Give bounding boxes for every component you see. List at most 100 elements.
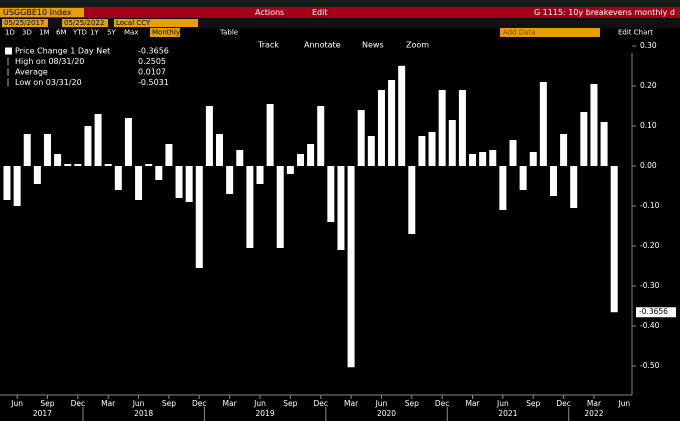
bar [367, 136, 375, 166]
x-tick-label: Mar [587, 399, 602, 408]
actions[interactable]: Actions [255, 8, 284, 17]
edit[interactable]: Edit [312, 8, 328, 17]
bar [13, 166, 21, 206]
tool[interactable]: Zoom [406, 41, 429, 50]
x-tick-label: Jun [617, 399, 630, 408]
bar [590, 84, 598, 166]
range-button[interactable]: 5Y [107, 29, 116, 37]
bar [448, 120, 456, 166]
start-date[interactable]: 05/25/2017 [4, 19, 44, 27]
chart-title: G 1115: 10y breakevens monthly d [534, 8, 675, 17]
bar [226, 166, 234, 194]
bar [145, 164, 153, 166]
bar [165, 144, 173, 166]
range-button[interactable]: 6M [56, 29, 67, 37]
x-tick-label: Dec [313, 399, 328, 408]
start-box[interactable] [2, 19, 48, 27]
bar [276, 166, 284, 248]
bar [357, 110, 365, 166]
bar [570, 166, 578, 208]
command-bar [0, 7, 680, 18]
bar [64, 164, 72, 166]
bar [236, 150, 244, 166]
y-tick-label: -0.10 [640, 201, 660, 210]
y-tick-label: -0.30 [640, 281, 660, 290]
security[interactable]: USGGBE10 Index [3, 8, 72, 17]
bar [23, 134, 31, 166]
period-box[interactable] [150, 28, 180, 37]
bar [337, 166, 345, 250]
bar [489, 150, 497, 166]
x-tick-label: Jun [375, 399, 388, 408]
y-tick-label: 0.20 [640, 81, 657, 90]
bar [135, 166, 143, 200]
bar [560, 134, 568, 166]
end-box[interactable] [62, 19, 108, 27]
range-button[interactable]: 3D [22, 29, 32, 37]
end-date[interactable]: 05/25/2022 [64, 19, 104, 27]
bar [398, 65, 406, 166]
bar [610, 166, 618, 313]
x-tick-label: Jun [253, 399, 266, 408]
x-tick-label: Mar [223, 399, 238, 408]
bar [185, 166, 193, 202]
add-data-box[interactable] [500, 28, 600, 37]
bar [458, 90, 466, 166]
bar [317, 106, 325, 166]
bar [104, 164, 112, 166]
add-data[interactable]: Add Data [503, 29, 536, 37]
bar [438, 90, 446, 166]
x-tick-label: Dec [435, 399, 450, 408]
bar [469, 154, 477, 166]
date-bar [0, 18, 680, 28]
legend-label: Average [15, 68, 48, 77]
bar [286, 166, 294, 174]
bar [124, 118, 132, 166]
table[interactable]: Table [219, 29, 238, 37]
x-tick-label: Dec [556, 399, 571, 408]
tool[interactable]: News [362, 41, 384, 50]
top-strip [0, 0, 680, 7]
x-tick-label: Mar [465, 399, 480, 408]
bar [418, 136, 426, 166]
x-tick-label: Mar [101, 399, 116, 408]
bar [54, 154, 62, 166]
y-tick-label: -0.20 [640, 241, 660, 250]
bar [519, 166, 527, 190]
range-button[interactable]: Max [124, 29, 138, 37]
period[interactable]: Monthly [152, 29, 180, 37]
y-tick-label: 0.30 [640, 41, 657, 50]
year-label: 2021 [498, 409, 517, 418]
bar [327, 166, 335, 222]
bar [195, 166, 203, 268]
edit-chart[interactable]: Edit Chart [618, 29, 653, 37]
x-tick-label: Mar [344, 399, 359, 408]
range-button[interactable]: YTD [72, 29, 87, 37]
legend-label: High on 08/31/20 [15, 57, 84, 66]
y-tick-label: -0.40 [640, 321, 660, 330]
tool[interactable]: Track [257, 41, 279, 50]
x-tick-label: Dec [71, 399, 86, 408]
last-value-tag [636, 307, 676, 318]
bar [205, 106, 213, 166]
last-value-label: -0.3656 [639, 307, 668, 316]
bar [347, 166, 355, 368]
x-tick-label: Jun [496, 399, 509, 408]
range-button[interactable]: 1Y [90, 29, 99, 37]
bar [94, 114, 102, 166]
legend-swatch [5, 47, 12, 55]
bar [307, 144, 315, 166]
year-label: 2019 [256, 409, 275, 418]
range-button[interactable]: 1D [5, 29, 15, 37]
tool[interactable]: Annotate [304, 41, 341, 50]
bar [43, 134, 51, 166]
bar [377, 90, 385, 166]
range-button[interactable]: 1M [39, 29, 50, 37]
legend-value: -0.5031 [138, 78, 169, 87]
currency[interactable]: Local CCY [116, 19, 151, 27]
ccy-box[interactable] [114, 19, 198, 27]
bar [256, 166, 264, 184]
legend-label: Price Change 1 Day Net [15, 47, 110, 56]
bar [408, 166, 416, 234]
